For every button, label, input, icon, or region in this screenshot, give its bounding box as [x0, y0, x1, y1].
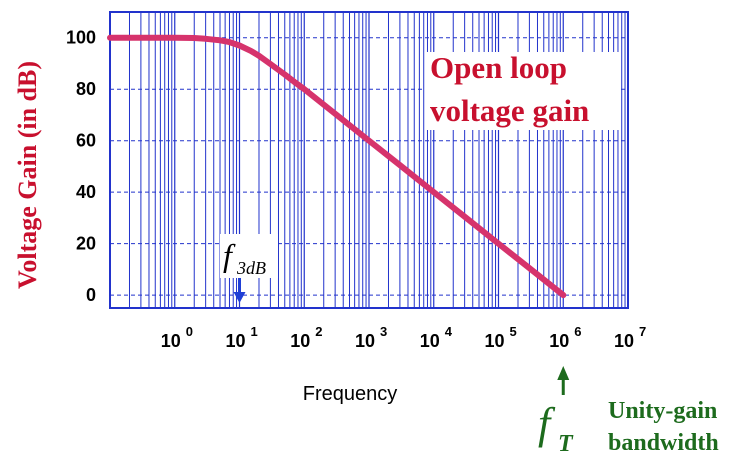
ft-description-line2: bandwidth: [608, 430, 719, 456]
ft-arrow-head: [557, 366, 570, 380]
y-tick-label: 80: [76, 79, 96, 99]
y-axis-label: Voltage Gain (in dB): [13, 61, 42, 289]
y-tick-label: 20: [76, 234, 96, 254]
curve-label: Open loop voltage gain: [425, 50, 621, 130]
f3db-annotation: f 3dB: [220, 234, 278, 303]
curve-label-background: [425, 52, 621, 130]
x-tick-label: 10: [161, 331, 181, 351]
open-loop-gain-curve: [107, 34, 567, 299]
x-tick-exponent: 6: [574, 324, 581, 339]
x-tick-labels: 10 0 10 1 10 2 10 3 10 4 10 5 10 6 10 7: [161, 324, 647, 351]
ft-description-line1: Unity-gain: [608, 398, 717, 424]
x-tick-label: 10: [225, 331, 245, 351]
f3db-label-background: [220, 234, 278, 278]
x-tick-exponent: 1: [251, 324, 258, 339]
x-tick-exponent: 3: [380, 324, 387, 339]
x-tick-exponent: 4: [445, 324, 453, 339]
ft-subscript: T: [558, 431, 574, 457]
x-tick-label: 10: [290, 331, 310, 351]
x-tick-exponent: 7: [639, 324, 646, 339]
f3db-arrow-head: [233, 292, 246, 303]
x-tick-exponent: 0: [186, 324, 193, 339]
y-tick-label: 0: [86, 285, 96, 305]
x-tick-label: 10: [614, 331, 634, 351]
x-tick-label: 10: [420, 331, 440, 351]
y-tick-label: 40: [76, 182, 96, 202]
f3db-subscript: 3dB: [236, 258, 266, 278]
ft-symbol: f: [538, 399, 556, 448]
x-tick-label: 10: [355, 331, 375, 351]
x-axis-label: Frequency: [303, 383, 398, 405]
x-tick-exponent: 2: [315, 324, 322, 339]
curve-label-line1: Open loop: [430, 50, 567, 85]
y-tick-labels: 0 20 40 60 80 100: [66, 28, 96, 305]
x-tick-label: 10: [484, 331, 504, 351]
curve-label-line2: voltage gain: [430, 93, 589, 128]
x-tick-label: 10: [549, 331, 569, 351]
y-tick-label: 60: [76, 131, 96, 151]
x-tick-exponent: 5: [510, 324, 517, 339]
y-tick-label: 100: [66, 28, 96, 48]
plot-frame: [109, 11, 629, 309]
ft-annotation: f T Unity-gain bandwidth: [538, 366, 719, 457]
